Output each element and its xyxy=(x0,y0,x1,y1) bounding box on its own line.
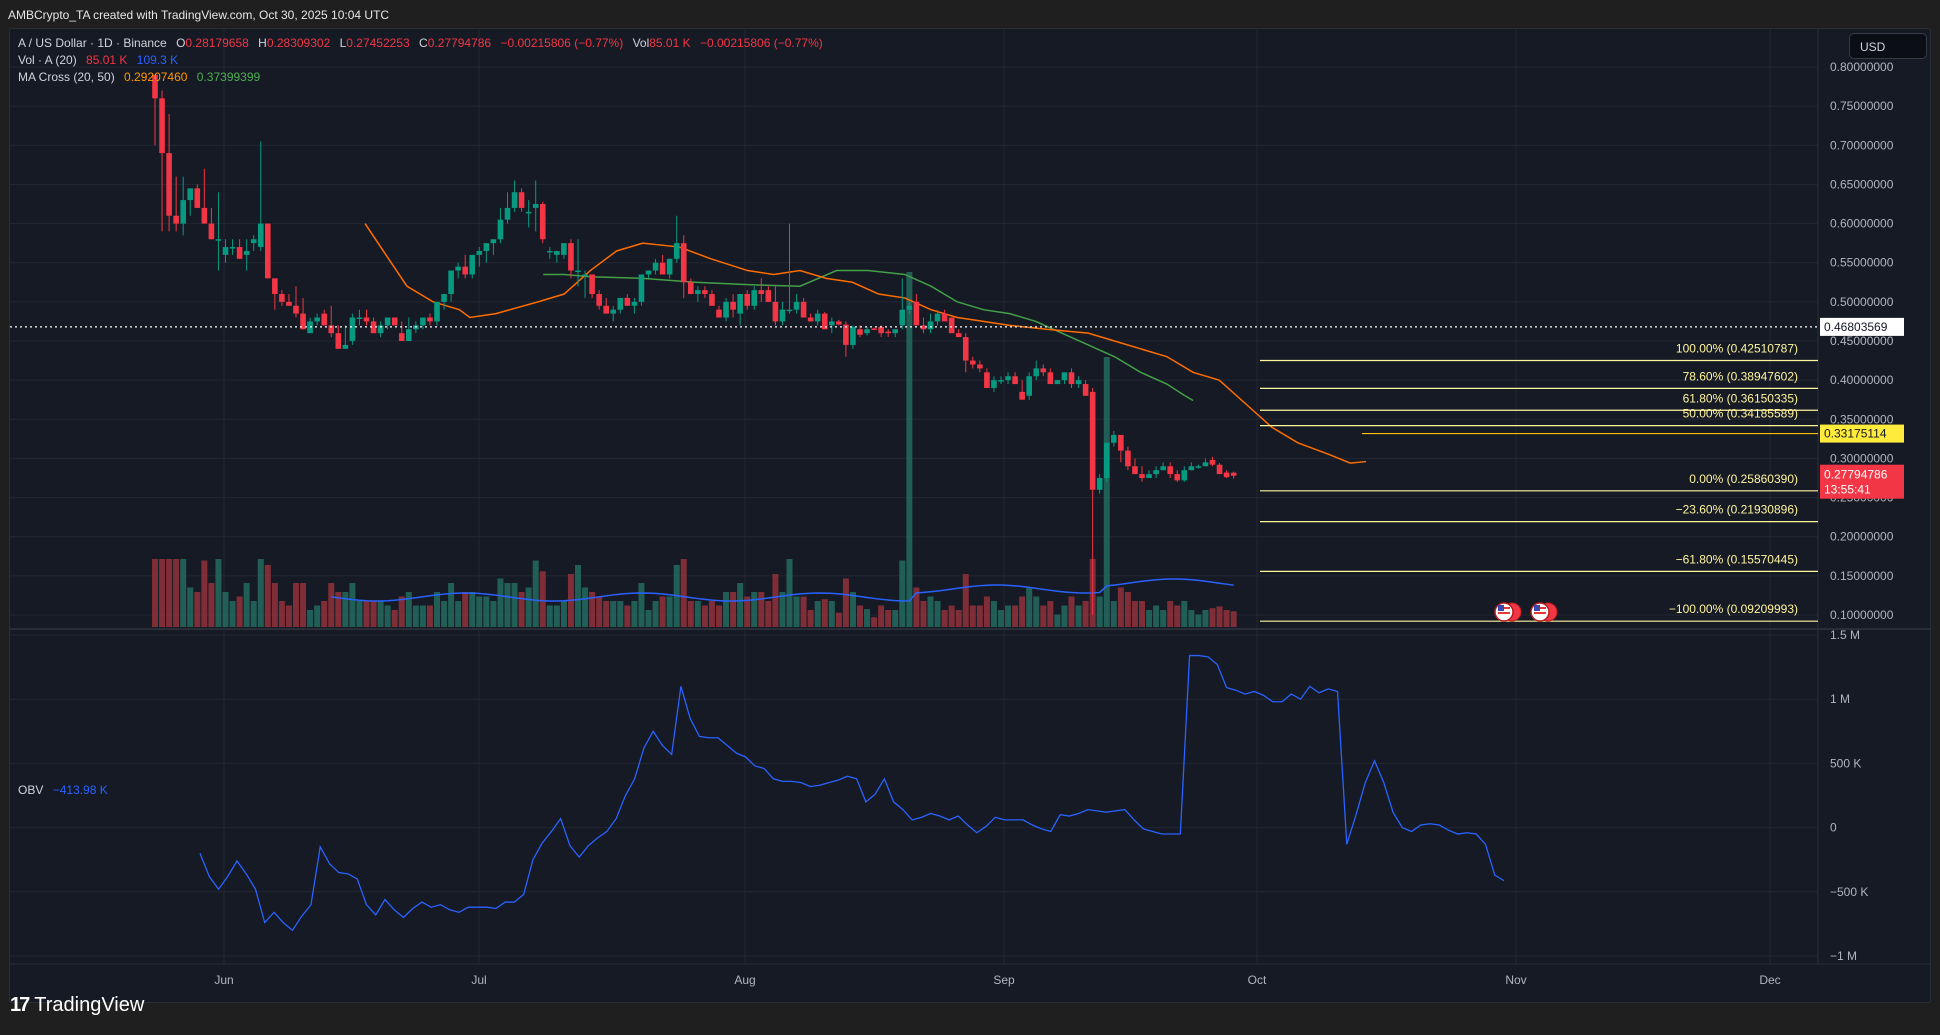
price-axis-tick: 0.70000000 xyxy=(1830,138,1894,152)
price-axis-tick: 0.10000000 xyxy=(1830,608,1894,622)
fib-level-label: 61.80% (0.36150335) xyxy=(1683,391,1798,405)
price-axis-tick: 0.20000000 xyxy=(1830,530,1894,544)
time-axis-tick: Dec xyxy=(1759,973,1780,987)
obv-line xyxy=(199,654,1505,932)
close-value: 0.27794786 xyxy=(427,36,492,50)
volume-ma-value: 109.3 K xyxy=(136,53,179,67)
vol-value: 85.01 K xyxy=(649,36,691,50)
ohlc-row: A / US Dollar · 1D · Binance O0.28179658… xyxy=(18,36,823,50)
fib-level-label: −23.60% (0.21930896) xyxy=(1676,503,1798,517)
price-axis-tick: 0.60000000 xyxy=(1830,217,1894,231)
top-bar: AMBCrypto_TA created with TradingView.co… xyxy=(0,0,1940,28)
svg-text:0.46803569: 0.46803569 xyxy=(1824,320,1888,334)
ma50-value: 0.37399399 xyxy=(196,70,261,84)
price-axis-tick: 0.30000000 xyxy=(1830,451,1894,465)
price-axis-tick: 0.35000000 xyxy=(1830,412,1894,426)
volume-indicator-row[interactable]: Vol · A (20) 85.01 K 109.3 K xyxy=(18,52,823,69)
fib-level-label: 100.00% (0.42510787) xyxy=(1676,341,1798,355)
obv-axis-tick: −1 M xyxy=(1830,949,1857,963)
ma-cross-row[interactable]: MA Cross (20, 50) 0.29207460 0.37399399 xyxy=(18,69,823,86)
price-axis-tick: 0.75000000 xyxy=(1830,99,1894,113)
fib-level-label: 78.60% (0.38947602) xyxy=(1683,369,1798,383)
price-axis-tick: 0.45000000 xyxy=(1830,334,1894,348)
chart-legend: A / US Dollar · 1D · Binance O0.28179658… xyxy=(18,35,823,86)
svg-text:0.33175114: 0.33175114 xyxy=(1824,427,1887,441)
obv-legend[interactable]: OBV −413.98 K xyxy=(18,783,108,797)
currency-button[interactable]: USD xyxy=(1849,33,1927,59)
obv-axis-tick: 500 K xyxy=(1830,756,1861,770)
low-value: 0.27452253 xyxy=(346,36,410,50)
obv-label: OBV xyxy=(18,783,44,797)
time-axis-tick: Oct xyxy=(1248,973,1267,987)
tradingview-logo: 17 TradingView xyxy=(10,994,144,1017)
obv-axis-tick: 1 M xyxy=(1830,692,1850,706)
obv-axis-tick: 1.5 M xyxy=(1830,628,1860,642)
price-axis-tick: 0.50000000 xyxy=(1830,295,1894,309)
obv-axis-tick: 0 xyxy=(1830,821,1837,835)
time-axis-tick: Jul xyxy=(471,973,486,987)
fib-level-label: −61.80% (0.15570445) xyxy=(1676,552,1798,566)
volume-indicator-label: Vol · A (20) xyxy=(18,53,77,67)
obv-value: −413.98 K xyxy=(52,783,108,797)
us-event-flag-icon[interactable] xyxy=(1530,602,1558,622)
price-chart[interactable]: 0.80000000 0.75000000 0.70000000 0.65000000… xyxy=(10,29,1931,1003)
chart-credit: AMBCrypto_TA created with TradingView.co… xyxy=(8,8,390,22)
dotted-level-price-label: 0.46803569 xyxy=(1820,317,1904,336)
price-axis-tick: 0.15000000 xyxy=(1830,569,1894,583)
symbol-label: A / US Dollar · 1D · Binance xyxy=(18,36,167,50)
fib-level-label: −100.00% (0.09209993) xyxy=(1669,602,1798,616)
open-value: 0.28179658 xyxy=(185,36,249,50)
brand-name: TradingView xyxy=(34,994,145,1016)
fib-level-label: 50.00% (0.34185589) xyxy=(1683,407,1798,421)
tradingview-logo-icon: 17 xyxy=(10,994,30,1016)
us-event-flag-icon[interactable] xyxy=(1494,602,1522,622)
time-axis-tick: Sep xyxy=(993,973,1015,987)
svg-text:13:55:41: 13:55:41 xyxy=(1824,483,1871,497)
price-axis-tick: 0.55000000 xyxy=(1830,256,1894,270)
svg-text:0.27794786: 0.27794786 xyxy=(1824,468,1888,482)
price-axis-tick: 0.40000000 xyxy=(1830,373,1894,387)
time-axis-tick: Aug xyxy=(734,973,755,987)
change-value: −0.00215806 (−0.77%) xyxy=(500,36,624,50)
high-value: 0.28309302 xyxy=(266,36,331,50)
fib-level-label: 0.00% (0.25860390) xyxy=(1689,472,1798,486)
obv-axis-tick: −500 K xyxy=(1830,885,1868,899)
time-axis-tick: Jun xyxy=(214,973,233,987)
chart-frame[interactable]: 0.80000000 0.75000000 0.70000000 0.65000000… xyxy=(9,28,1931,1003)
price-axis-tick: 0.80000000 xyxy=(1830,60,1894,74)
price-axis-tick: 0.65000000 xyxy=(1830,177,1894,191)
time-axis-tick: Nov xyxy=(1505,973,1526,987)
vol-change-value: −0.00215806 (−0.77%) xyxy=(699,36,823,50)
ma-cross-label: MA Cross (20, 50) xyxy=(18,70,115,84)
ma20-value: 0.29207460 xyxy=(124,70,188,84)
volume-value: 85.01 K xyxy=(86,53,128,67)
